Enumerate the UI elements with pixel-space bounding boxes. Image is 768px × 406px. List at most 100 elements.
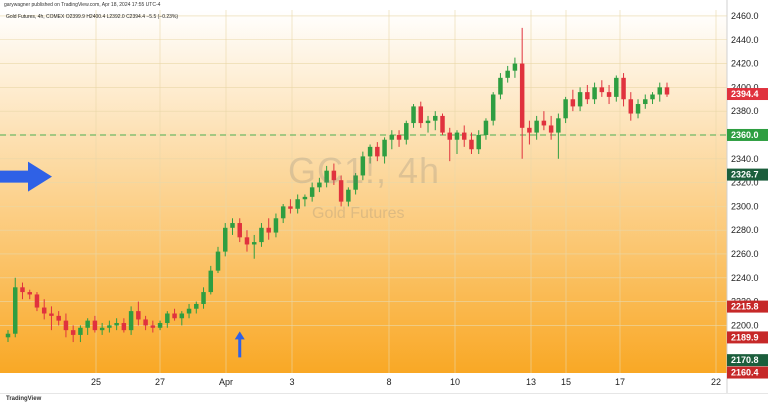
candle[interactable] — [70, 325, 76, 343]
arrow-right-icon[interactable] — [0, 161, 52, 192]
candle[interactable] — [433, 111, 438, 131]
candle[interactable] — [418, 101, 424, 128]
candle[interactable] — [194, 301, 199, 314]
candle[interactable] — [237, 218, 242, 243]
candle[interactable] — [179, 311, 185, 326]
candle[interactable] — [556, 113, 561, 159]
price-axis-background[interactable] — [727, 0, 768, 393]
candle[interactable] — [367, 144, 373, 164]
candle[interactable] — [85, 318, 90, 335]
candle[interactable] — [201, 287, 206, 309]
candle[interactable] — [606, 84, 612, 105]
candle[interactable] — [411, 104, 416, 128]
candle[interactable] — [208, 265, 214, 295]
candle[interactable] — [599, 80, 605, 97]
candle[interactable] — [215, 246, 221, 274]
price-tag[interactable]: 2170.8 — [727, 354, 768, 367]
candle[interactable] — [505, 65, 510, 83]
candle[interactable] — [657, 82, 663, 102]
candle[interactable] — [382, 137, 387, 164]
candle[interactable] — [266, 218, 271, 240]
price-tag[interactable]: 2394.4 — [727, 88, 768, 101]
candle[interactable] — [34, 292, 40, 312]
candle[interactable] — [107, 320, 112, 333]
candle[interactable] — [577, 87, 583, 112]
candle[interactable] — [128, 306, 134, 335]
candle[interactable] — [63, 313, 69, 338]
symbol-legend[interactable]: Gold Futures, 4h, COMEX O2399.9 H2400.4 … — [6, 14, 179, 20]
candle[interactable] — [121, 318, 127, 333]
candle[interactable] — [541, 111, 547, 131]
arrow-up-icon[interactable] — [234, 331, 245, 358]
candle[interactable] — [259, 223, 264, 247]
candle[interactable] — [519, 27, 525, 159]
candle[interactable] — [324, 165, 329, 188]
candle[interactable] — [643, 94, 648, 109]
candle[interactable] — [346, 187, 351, 207]
candle[interactable] — [628, 92, 634, 121]
candle[interactable] — [309, 182, 315, 202]
candle[interactable] — [360, 151, 366, 181]
candle[interactable] — [251, 234, 257, 259]
candle[interactable] — [396, 130, 402, 147]
candle[interactable] — [223, 223, 228, 257]
candle[interactable] — [136, 301, 141, 326]
candle[interactable] — [621, 73, 626, 107]
candle[interactable] — [157, 320, 163, 331]
candle[interactable] — [425, 115, 431, 133]
candle[interactable] — [302, 194, 308, 207]
candle[interactable] — [447, 127, 452, 162]
candle[interactable] — [440, 113, 445, 135]
candle[interactable] — [244, 230, 250, 252]
candle[interactable] — [461, 125, 467, 147]
candle[interactable] — [527, 120, 532, 145]
candle[interactable] — [114, 318, 119, 331]
candle[interactable] — [548, 115, 554, 140]
candle[interactable] — [650, 92, 655, 105]
candle[interactable] — [389, 130, 395, 150]
candle[interactable] — [498, 73, 503, 100]
price-tag[interactable]: 2360.0 — [727, 128, 768, 141]
tradingview-logo-text[interactable]: TradingView — [6, 396, 42, 402]
candle[interactable] — [49, 306, 54, 331]
price-tag[interactable]: 2215.8 — [727, 300, 768, 313]
candle[interactable] — [143, 315, 148, 331]
candle[interactable] — [353, 173, 358, 195]
candle[interactable] — [563, 96, 568, 124]
candle[interactable] — [150, 320, 156, 333]
candle[interactable] — [230, 218, 235, 235]
candle[interactable] — [56, 311, 61, 326]
candle[interactable] — [490, 92, 496, 126]
candle[interactable] — [20, 282, 25, 300]
candle[interactable] — [585, 84, 590, 105]
candle[interactable] — [592, 82, 597, 105]
price-tag[interactable]: 2160.4 — [727, 366, 768, 379]
candle[interactable] — [273, 213, 279, 238]
price-tag[interactable]: 2189.9 — [727, 331, 768, 344]
candle[interactable] — [186, 303, 192, 319]
candle[interactable] — [12, 277, 18, 338]
candle[interactable] — [476, 130, 481, 155]
candle[interactable] — [78, 325, 83, 343]
candle[interactable] — [5, 330, 11, 343]
candle[interactable] — [404, 120, 409, 145]
candle[interactable] — [280, 203, 286, 224]
time-axis-background[interactable] — [0, 373, 727, 393]
candle[interactable] — [99, 323, 105, 335]
candle[interactable] — [664, 82, 670, 97]
candle[interactable] — [534, 115, 539, 140]
candle[interactable] — [469, 132, 474, 155]
price-tag[interactable]: 2326.7 — [727, 168, 768, 181]
candle[interactable] — [41, 299, 47, 320]
candle[interactable] — [614, 75, 619, 102]
candle[interactable] — [454, 130, 460, 155]
candle[interactable] — [92, 315, 98, 333]
candle[interactable] — [635, 99, 641, 119]
candle[interactable] — [317, 177, 322, 193]
candle[interactable] — [172, 308, 177, 321]
candle[interactable] — [512, 57, 518, 78]
candle[interactable] — [165, 311, 170, 328]
candle[interactable] — [375, 142, 380, 162]
candle[interactable] — [295, 194, 300, 214]
